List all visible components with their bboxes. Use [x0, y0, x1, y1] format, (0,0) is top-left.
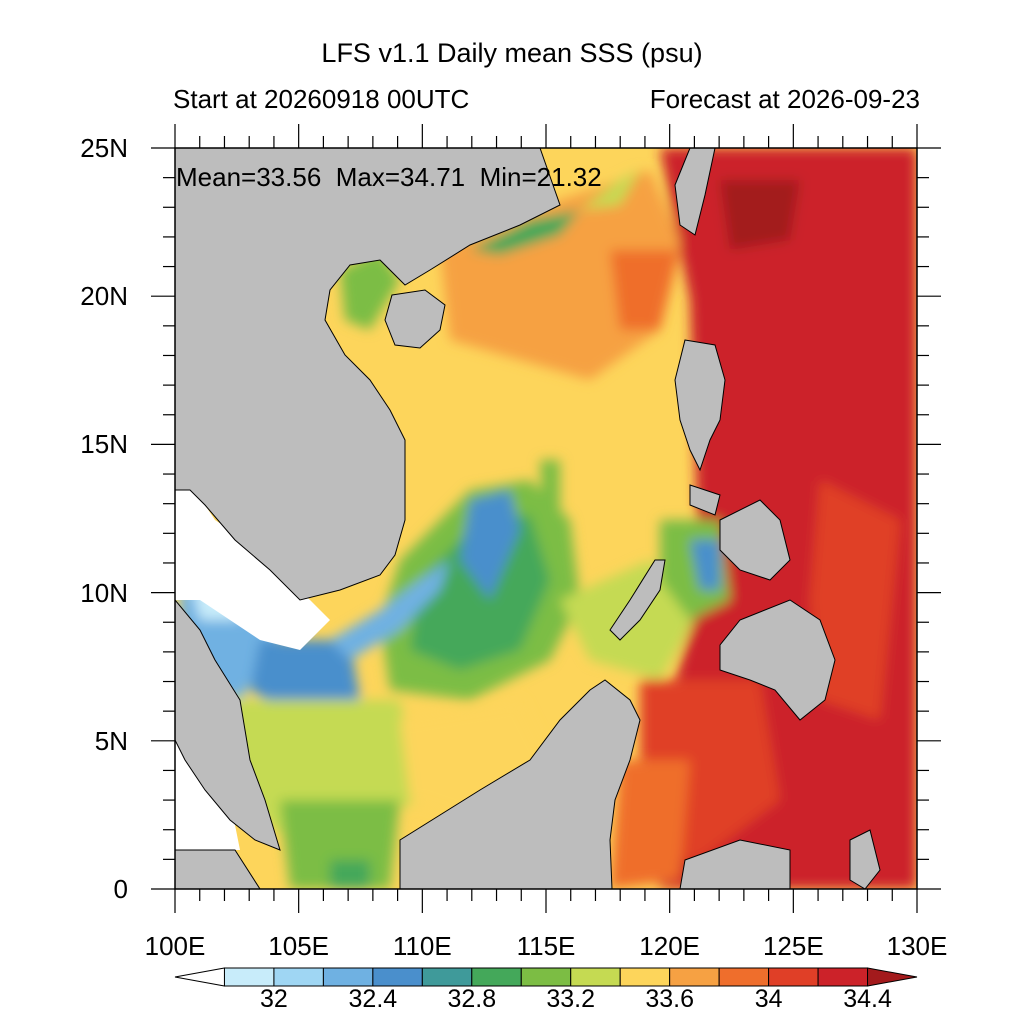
colorbar-swatch: [817, 967, 869, 987]
land-borneo: [399, 679, 641, 889]
colorbar-swatch: [273, 967, 324, 987]
map-title: LFS v1.1 Daily mean SSS (psu): [321, 38, 703, 68]
x-tick-label: 125E: [762, 931, 824, 961]
colorbar-swatch: [174, 967, 225, 987]
colorbar-swatch: [372, 967, 423, 987]
y-tick-label: 5N: [94, 725, 128, 756]
land-luzon: [674, 339, 726, 472]
colorbar-label: 32: [260, 985, 288, 1013]
x-tick-label: 120E: [639, 931, 701, 961]
colorbar-swatch: [768, 967, 819, 987]
land-mainland: [175, 148, 561, 601]
colorbar-swatch: [223, 967, 275, 987]
land-sulawesi: [679, 839, 791, 889]
colorbar-swatch: [322, 967, 374, 987]
colorbar-label: 32.4: [348, 985, 398, 1013]
colorbar-label: 34.4: [843, 985, 892, 1013]
colorbar-swatch: [669, 967, 720, 987]
x-tick-label: 110E: [392, 931, 452, 961]
x-tick-label: 100E: [144, 931, 206, 961]
nodata-fringe: [175, 490, 330, 650]
land-hainan: [384, 289, 446, 349]
colorbar-swatch: [570, 967, 621, 987]
start-time-label: Start at 20260918 00UTC: [173, 84, 470, 114]
colorbar-swatch: [718, 967, 770, 987]
colorbar-label: 33.6: [645, 985, 694, 1013]
colorbar-swatch: [867, 967, 918, 987]
colorbar-swatch: [520, 967, 572, 987]
x-tick-label: 105E: [268, 931, 330, 961]
colorbar-label: 34: [754, 985, 783, 1013]
forecast-time-label: Forecast at 2026-09-23: [649, 84, 920, 114]
colorbar-label: 33.2: [546, 985, 596, 1013]
stats-label: Mean=33.56 Max=34.71 Min=21.32: [176, 162, 602, 192]
colorbar-swatch: [619, 967, 671, 987]
land-malay: [175, 599, 281, 851]
land-mindanao: [719, 599, 836, 721]
y-tick-label: 10N: [80, 577, 128, 608]
y-tick-label: 25N: [80, 133, 128, 163]
colorbar-swatch: [421, 967, 473, 987]
colorbar-swatch: [471, 967, 522, 987]
land-taiwan: [674, 148, 716, 236]
x-tick-label: 115E: [516, 931, 576, 961]
colorbar: [174, 967, 918, 987]
colorbar-label: 32.8: [447, 985, 497, 1013]
y-tick-label: 15N: [80, 429, 128, 460]
x-tick-label: 130E: [886, 931, 948, 961]
land-visayas: [719, 499, 791, 581]
land-palawan: [609, 559, 666, 641]
y-tick-label: 0: [113, 874, 128, 904]
y-tick-label: 20N: [80, 281, 128, 312]
